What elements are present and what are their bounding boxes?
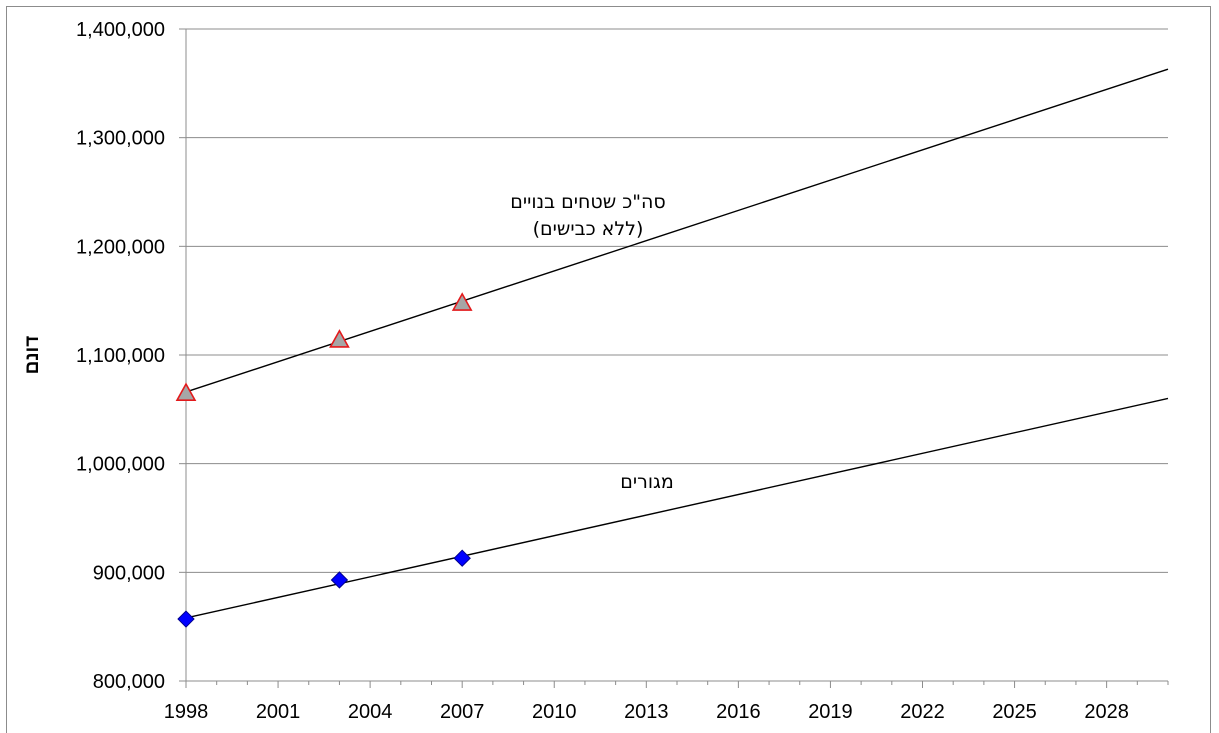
series-annotation: מגורים — [620, 471, 674, 493]
trendline — [185, 397, 1169, 619]
x-tick-label: 1998 — [164, 701, 209, 723]
x-tick-label: 2010 — [532, 701, 577, 723]
y-axis-title: דונם — [22, 336, 43, 375]
x-tick-label: 2022 — [900, 701, 945, 723]
diamond-marker — [330, 571, 349, 589]
x-tick-labels: 1998 2001 2004 2007 2010 2013 2016 2019 2022 2025… — [164, 701, 1129, 723]
x-tick-label: 2019 — [808, 701, 853, 723]
series-annotation: סה"כ שטחים בנויים — [510, 191, 666, 213]
x-tick-label: 2007 — [440, 701, 485, 723]
series-annotation: (ללא כבישים) — [533, 218, 644, 240]
diamond-marker — [177, 610, 195, 628]
trendlines — [185, 68, 1169, 619]
triangle-marker — [175, 382, 197, 402]
x-tick-label: 2013 — [624, 701, 669, 723]
markers — [175, 292, 473, 628]
y-tick-labels: 800,000 900,000 1,000,000 1,100,000 1,200,00… — [76, 19, 165, 693]
trendline — [185, 68, 1169, 393]
axes — [179, 28, 1169, 688]
y-tick-label: 1,400,000 — [76, 19, 165, 41]
chart-frame — [6, 6, 1211, 733]
y-tick-label: 900,000 — [93, 562, 165, 584]
y-tick-label: 1,300,000 — [76, 128, 165, 150]
x-tick-label: 2001 — [256, 701, 301, 723]
y-tick-label: 1,200,000 — [76, 236, 165, 258]
x-tick-label: 2004 — [348, 701, 393, 723]
y-tick-label: 1,100,000 — [76, 345, 165, 367]
y-tick-label: 1,000,000 — [76, 454, 165, 476]
triangle-marker — [451, 292, 473, 311]
x-tick-label: 2028 — [1084, 701, 1129, 723]
y-tick-label: 800,000 — [93, 671, 165, 693]
annotations: סה"כ שטחים בנויים (ללא כבישים) מגורים — [510, 191, 674, 493]
x-tick-label: 2025 — [992, 701, 1037, 723]
triangle-marker — [329, 329, 350, 348]
gridlines — [186, 28, 1168, 573]
x-tick-label: 2016 — [716, 701, 761, 723]
diamond-marker — [453, 549, 471, 567]
